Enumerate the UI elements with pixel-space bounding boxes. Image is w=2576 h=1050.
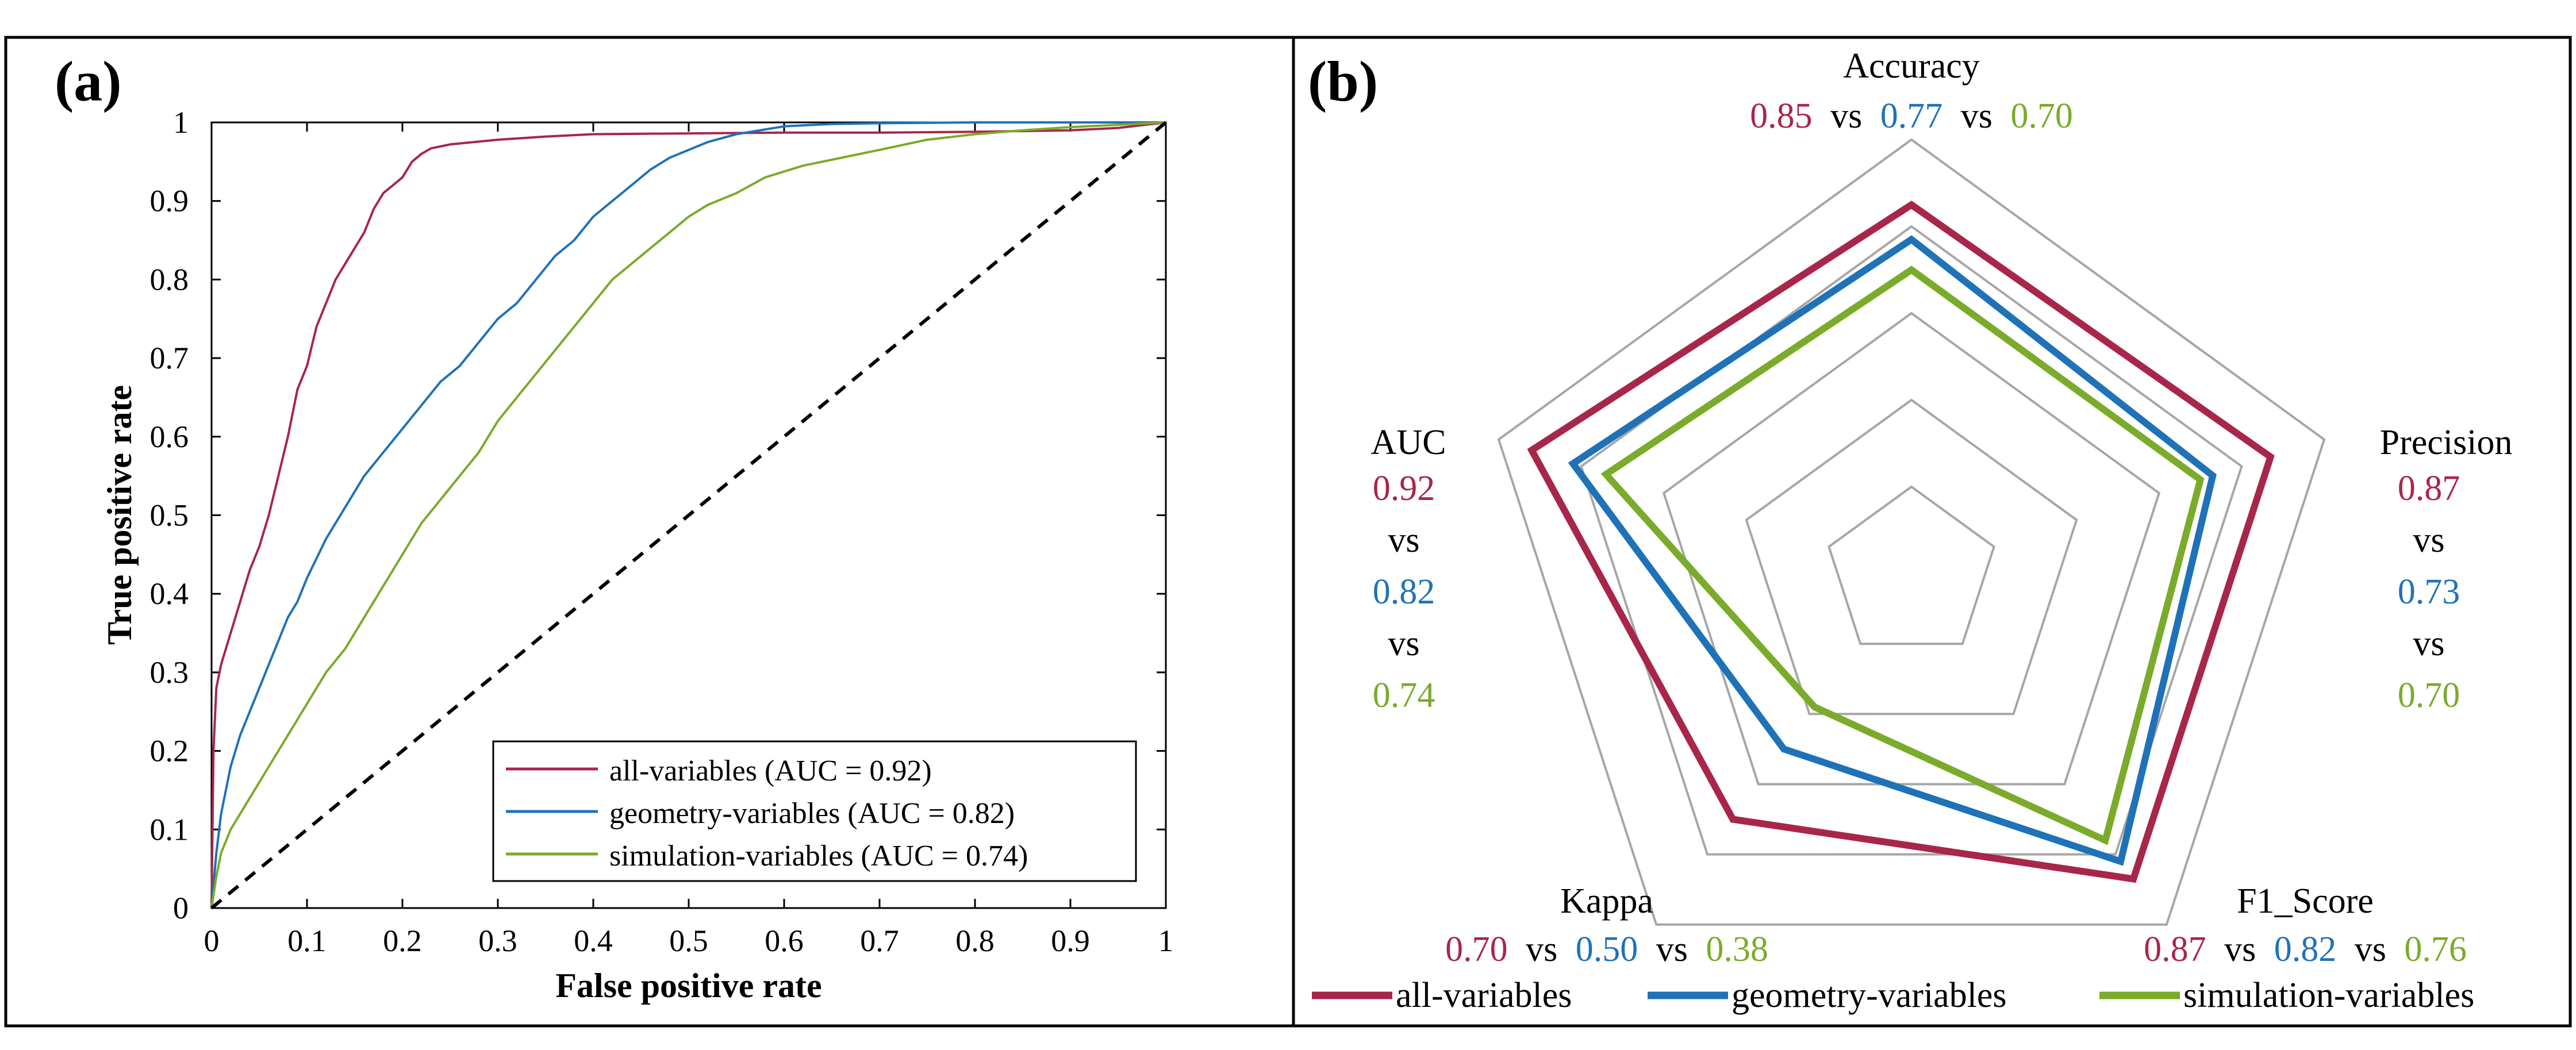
roc-legend-entry-simulation: simulation-variables (AUC = 0.74) bbox=[609, 840, 1028, 872]
axis-name-accuracy: Accuracy bbox=[1843, 47, 1980, 86]
radar-series bbox=[1527, 201, 2275, 883]
value-precision-simulation: 0.70 bbox=[2398, 676, 2460, 715]
value-f1-all: 0.87 bbox=[2144, 930, 2206, 969]
radar-legend: all-variables geometry-variables simulat… bbox=[1312, 976, 2474, 1015]
x-tick-label: 0.4 bbox=[574, 924, 613, 958]
y-tick-label: 0.4 bbox=[150, 576, 189, 611]
value-precision-geometry: 0.73 bbox=[2398, 572, 2460, 611]
x-tick-label: 0 bbox=[204, 924, 220, 958]
roc-legend-box bbox=[492, 740, 1137, 882]
x-tick-label: 0.5 bbox=[669, 924, 708, 958]
radar-polygon-geometry bbox=[1568, 235, 2217, 866]
radar-rings bbox=[1497, 138, 2326, 926]
roc-y-axis-label: True positive rate bbox=[101, 385, 139, 645]
panel-a-label: (a) bbox=[55, 49, 122, 113]
roc-lines bbox=[210, 121, 1167, 910]
radar-ring bbox=[1497, 138, 2326, 926]
value-accuracy-simulation: 0.70 bbox=[2010, 97, 2073, 136]
roc-curve-geometry bbox=[210, 121, 1166, 909]
value-auc-geometry: 0.82 bbox=[1373, 572, 1435, 611]
vs-f1-2: vs bbox=[2355, 930, 2386, 969]
axis-values-f1-score: 0.87 vs 0.82 vs 0.76 bbox=[2144, 930, 2467, 969]
vs-kappa-2: vs bbox=[1656, 930, 1688, 969]
roc-legend-entry-all: all-variables (AUC = 0.92) bbox=[609, 755, 932, 787]
panel-b-radar: (b) Accuracy 0.85 vs 0.77 vs 0.70 Precis… bbox=[1308, 47, 2512, 1015]
y-tick-label: 0.3 bbox=[150, 655, 189, 690]
radar-polygon-simulation bbox=[1600, 266, 2205, 845]
figure-frame bbox=[4, 36, 2572, 1028]
y-tick-label: 0 bbox=[173, 891, 189, 925]
roc-curve-diagonal bbox=[210, 121, 1167, 910]
y-tick-label: 0.2 bbox=[150, 734, 189, 768]
vs-kappa-1: vs bbox=[1526, 930, 1557, 969]
x-tick-label: 0.3 bbox=[478, 924, 517, 958]
axis-name-kappa: Kappa bbox=[1560, 882, 1653, 921]
radar-label-kappa: Kappa 0.70 vs 0.50 vs 0.38 bbox=[1445, 882, 1768, 969]
radar-ring bbox=[1828, 485, 1995, 645]
axis-name-auc: AUC bbox=[1371, 423, 1446, 462]
radar-legend-entry-all: all-variables bbox=[1396, 976, 1572, 1015]
radar-legend-entry-simulation: simulation-variables bbox=[2183, 976, 2474, 1015]
x-tick-label: 0.9 bbox=[1051, 924, 1090, 958]
x-tick-label: 0.2 bbox=[383, 924, 422, 958]
panel-a-roc: (a) 0 0.1 0.2 0.3 0.4 0.5 0.6 0.7 0.8 0.9 1 0 0.1 0.2… bbox=[55, 49, 1174, 1005]
roc-ticks: 0 0.1 0.2 0.3 0.4 0.5 0.6 0.7 0.8 0.9 1 0 0.1 0.2 0.3 0… bbox=[150, 105, 1174, 958]
axis-name-f1-score: F1_Score bbox=[2237, 882, 2374, 921]
x-tick-label: 0.7 bbox=[860, 924, 899, 958]
vs-auc-2: vs bbox=[1388, 624, 1419, 663]
value-kappa-all: 0.70 bbox=[1445, 930, 1508, 969]
radar-polygon-all bbox=[1527, 201, 2275, 883]
y-tick-label: 0.6 bbox=[150, 420, 189, 454]
roc-curve-all bbox=[210, 121, 1166, 909]
y-tick-label: 0.1 bbox=[150, 812, 189, 847]
y-tick-label: 0.8 bbox=[150, 262, 189, 297]
vs-precision-2: vs bbox=[2413, 624, 2444, 663]
axis-values-kappa: 0.70 vs 0.50 vs 0.38 bbox=[1445, 930, 1768, 969]
axis-values-accuracy: 0.85 vs 0.77 vs 0.70 bbox=[1750, 97, 2073, 136]
roc-curve-simulation bbox=[210, 121, 1166, 909]
axis-name-precision: Precision bbox=[2380, 423, 2513, 462]
radar-ring bbox=[1662, 311, 2161, 786]
value-auc-simulation: 0.74 bbox=[1373, 676, 1435, 715]
roc-legend: all-variables (AUC = 0.92) geometry-vari… bbox=[492, 740, 1137, 882]
y-tick-label: 1 bbox=[173, 105, 189, 140]
roc-x-axis-label: False positive rate bbox=[555, 967, 821, 1005]
y-tick-label: 0.9 bbox=[150, 184, 189, 218]
y-tick-label: 0.7 bbox=[150, 341, 189, 375]
vs-f1-1: vs bbox=[2224, 930, 2256, 969]
radar-legend-entry-geometry: geometry-variables bbox=[1732, 976, 2007, 1015]
x-tick-label: 0.6 bbox=[765, 924, 804, 958]
x-tick-label: 1 bbox=[1158, 924, 1174, 958]
x-tick-label: 0.1 bbox=[287, 924, 327, 958]
radar-label-auc: AUC 0.92 vs 0.82 vs 0.74 bbox=[1371, 423, 1446, 715]
x-tick-label: 0.8 bbox=[955, 924, 995, 958]
radar-label-f1-score: F1_Score 0.87 vs 0.82 vs 0.76 bbox=[2144, 882, 2467, 969]
value-auc-all: 0.92 bbox=[1373, 469, 1435, 508]
value-f1-simulation: 0.76 bbox=[2404, 930, 2467, 969]
radar-ring bbox=[1580, 225, 2243, 856]
panel-b-label: (b) bbox=[1308, 49, 1378, 113]
y-tick-label: 0.5 bbox=[150, 498, 189, 533]
value-accuracy-geometry: 0.77 bbox=[1880, 97, 1943, 136]
value-kappa-geometry: 0.50 bbox=[1576, 930, 1638, 969]
vs-precision-1: vs bbox=[2413, 521, 2444, 560]
value-precision-all: 0.87 bbox=[2398, 469, 2460, 508]
roc-legend-entry-geometry: geometry-variables (AUC = 0.82) bbox=[609, 797, 1015, 830]
value-kappa-simulation: 0.38 bbox=[1706, 930, 1768, 969]
vs-accuracy-1: vs bbox=[1830, 97, 1862, 136]
value-f1-geometry: 0.82 bbox=[2274, 930, 2337, 969]
value-accuracy-all: 0.85 bbox=[1750, 97, 1813, 136]
radar-label-accuracy: Accuracy 0.85 vs 0.77 vs 0.70 bbox=[1750, 47, 2073, 136]
radar-ring bbox=[1745, 398, 2078, 716]
radar-label-precision: Precision 0.87 vs 0.73 vs 0.70 bbox=[2380, 423, 2513, 715]
vs-accuracy-2: vs bbox=[1961, 97, 1993, 136]
vs-auc-1: vs bbox=[1388, 521, 1419, 560]
